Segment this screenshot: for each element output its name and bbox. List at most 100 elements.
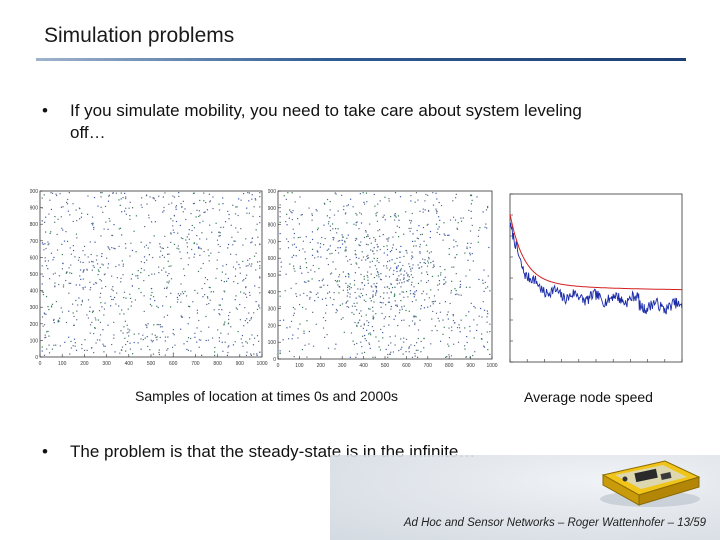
- data-point: [73, 324, 75, 326]
- data-point: [244, 293, 247, 295]
- data-point: [410, 274, 412, 276]
- data-point: [135, 275, 137, 277]
- data-point: [99, 278, 101, 281]
- data-point: [82, 288, 84, 290]
- data-point: [411, 267, 413, 269]
- data-point: [248, 312, 250, 314]
- data-point: [373, 257, 375, 260]
- data-point: [108, 217, 110, 220]
- data-point: [489, 323, 491, 325]
- data-point: [448, 345, 450, 347]
- data-point: [336, 232, 338, 234]
- x-tick-label: 700: [191, 361, 200, 367]
- data-point: [161, 326, 163, 328]
- data-point: [439, 302, 441, 304]
- data-point: [385, 265, 388, 267]
- data-point: [205, 201, 207, 204]
- data-point: [188, 317, 191, 319]
- data-point: [183, 343, 185, 345]
- data-point: [59, 193, 61, 195]
- data-point: [331, 223, 334, 225]
- data-point: [95, 342, 97, 344]
- data-point: [487, 349, 489, 351]
- data-point: [452, 319, 455, 322]
- data-point: [89, 241, 91, 243]
- data-point: [438, 216, 440, 218]
- data-point: [246, 274, 248, 276]
- data-point: [129, 329, 131, 331]
- data-point: [396, 267, 398, 269]
- data-point: [248, 192, 250, 194]
- data-point: [48, 344, 50, 346]
- data-point: [354, 291, 356, 294]
- data-point: [123, 296, 125, 299]
- data-point: [363, 334, 366, 337]
- data-point: [431, 275, 434, 278]
- data-point: [142, 334, 144, 336]
- data-point: [328, 221, 330, 223]
- data-point: [91, 347, 93, 349]
- data-point: [230, 224, 232, 226]
- data-point: [396, 270, 398, 273]
- data-point: [242, 260, 244, 263]
- data-point: [151, 341, 153, 343]
- data-point: [294, 308, 296, 310]
- data-point: [199, 247, 201, 249]
- data-point: [382, 331, 384, 334]
- data-point: [445, 281, 447, 283]
- data-point: [52, 259, 54, 261]
- data-point: [51, 303, 54, 305]
- data-point: [182, 211, 184, 213]
- data-point: [57, 319, 59, 321]
- data-point: [343, 208, 345, 211]
- data-point: [447, 343, 449, 345]
- data-point: [369, 297, 371, 299]
- data-point: [145, 194, 148, 196]
- data-point: [166, 275, 169, 277]
- data-point: [366, 320, 368, 322]
- data-point: [218, 235, 220, 237]
- data-point: [311, 254, 314, 256]
- data-point: [350, 263, 352, 265]
- data-point: [101, 263, 103, 265]
- data-point: [458, 324, 460, 326]
- data-point: [127, 328, 129, 330]
- data-point: [367, 234, 369, 236]
- data-point: [400, 268, 403, 270]
- data-point: [414, 294, 416, 296]
- data-point: [221, 298, 223, 300]
- data-point: [471, 224, 473, 227]
- data-point: [149, 298, 152, 300]
- data-point: [332, 239, 334, 241]
- data-point: [230, 253, 232, 255]
- data-point: [427, 262, 430, 264]
- data-point: [329, 200, 331, 203]
- data-point: [103, 228, 105, 230]
- data-point: [45, 216, 47, 218]
- data-point: [201, 287, 203, 290]
- data-point: [205, 339, 207, 342]
- data-point: [477, 235, 480, 237]
- data-point: [78, 256, 80, 259]
- data-point: [123, 313, 125, 315]
- data-point: [355, 212, 357, 215]
- data-point: [326, 249, 328, 251]
- y-tick-label: 600: [30, 255, 38, 261]
- data-point: [253, 353, 255, 355]
- data-point: [45, 295, 48, 298]
- data-point: [128, 207, 130, 209]
- data-point: [235, 307, 237, 309]
- data-point: [399, 309, 401, 311]
- data-point: [217, 243, 219, 246]
- data-point: [389, 260, 391, 262]
- data-point: [368, 308, 370, 310]
- data-point: [315, 293, 317, 296]
- data-point: [440, 272, 442, 274]
- data-point: [376, 271, 379, 273]
- data-point: [50, 192, 52, 194]
- data-point: [259, 276, 261, 278]
- y-tick-label: 400: [30, 289, 38, 295]
- data-point: [242, 244, 244, 246]
- data-point: [43, 312, 45, 314]
- data-point: [140, 204, 142, 206]
